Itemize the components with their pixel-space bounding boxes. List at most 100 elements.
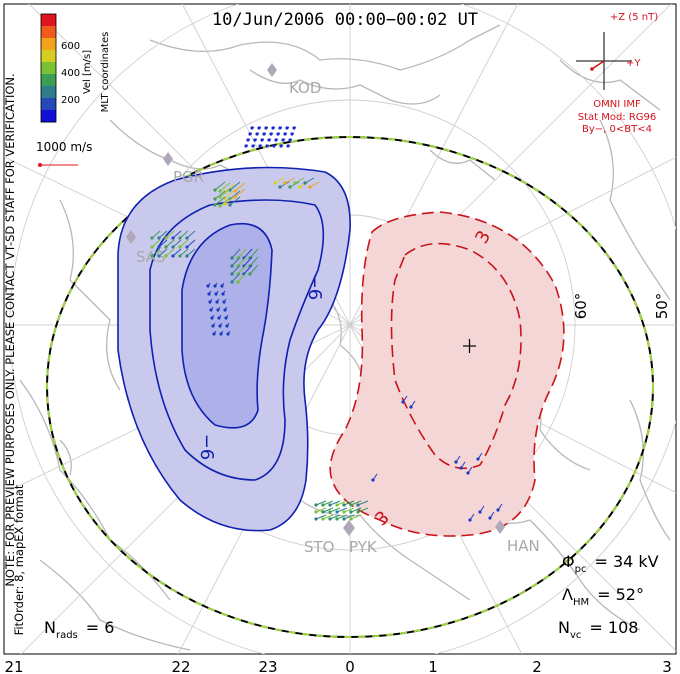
velocity-vector: [150, 239, 161, 249]
station-marker-han: [495, 520, 505, 534]
velocity-vector: [257, 126, 262, 130]
velocity-vector: [230, 264, 241, 276]
colorbar-segment: [41, 26, 56, 39]
station-label-kod: KOD: [289, 79, 321, 97]
velocity-vector: [217, 314, 222, 320]
velocity-vector: [207, 290, 212, 296]
imf-text: +Z (5 nT) +Y OMNI IMF Stat Mod: RG96 By−…: [578, 12, 658, 135]
velocity-vector: [248, 132, 253, 136]
velocity-vector: [328, 500, 341, 507]
map-title: 10/Jun/2006 00:00−00:02 UT: [212, 10, 478, 30]
station-marker-sto-pyk: [343, 520, 355, 536]
colorbar-segment: [41, 62, 56, 75]
velocity-vector: [214, 290, 219, 296]
velocity-vector: [466, 466, 473, 475]
velocity-vector: [476, 452, 483, 461]
velocity-vector: [459, 461, 466, 470]
station-marker-sas: [126, 230, 136, 244]
velocity-vector: [308, 181, 320, 189]
velocity-vector: [314, 507, 327, 514]
velocity-vector: [258, 144, 263, 148]
mlt-label-3: 3: [662, 658, 672, 674]
colorbar-segment: [41, 38, 56, 51]
velocity-vector: [321, 500, 334, 507]
mlt-label-2: 2: [532, 658, 542, 674]
velocity-vector: [209, 306, 214, 312]
velocity-vector: [253, 138, 258, 142]
station-marker-kod: [267, 63, 277, 77]
velocity-vector: [454, 455, 461, 464]
velocity-vector: [303, 177, 315, 185]
velocity-vector: [335, 507, 348, 514]
velocity-vector: [248, 264, 259, 276]
velocity-vector: [349, 514, 362, 521]
velocity-vector: [335, 500, 348, 507]
velocity-vector: [157, 239, 168, 249]
velocity-vector: [271, 126, 276, 130]
velocity-vector: [250, 126, 255, 130]
velocity-vector: [276, 132, 281, 136]
velocity-vector: [164, 230, 175, 240]
colorbar-title: Vel [m/s]: [82, 50, 93, 94]
velocity-vector: [281, 138, 286, 142]
potential-max-marker: [463, 339, 476, 353]
velocity-vector: [342, 500, 355, 507]
velocity-vector: [220, 282, 225, 288]
velocity-vector: [342, 507, 355, 514]
velocity-vector: [496, 503, 503, 512]
velocity-vector: [211, 322, 216, 328]
velocity-vector: [274, 138, 279, 142]
colorbar-segment: [41, 74, 56, 87]
velocity-vector: [244, 144, 249, 148]
velocity-vector: [251, 144, 256, 148]
velocity-vector: [218, 182, 231, 193]
station-label-pgr: PGR: [173, 168, 204, 186]
velocity-vector: [225, 322, 230, 328]
station-labels: KOD PGR SAS STO PYK HAN: [136, 79, 540, 556]
velocity-vector: [218, 188, 231, 199]
velocity-vector: [488, 511, 495, 520]
colorbar-outline: [40, 13, 57, 123]
coordinates-label: MLT coordinates: [100, 32, 111, 113]
velocity-vector: [260, 138, 265, 142]
velocity-vector: [278, 126, 283, 130]
velocity-vector: [269, 132, 274, 136]
velocity-vector: [213, 196, 226, 207]
velocity-vector: [213, 282, 218, 288]
colorbar-segment: [41, 98, 56, 111]
imf-model: Stat Mod: RG96: [578, 112, 657, 123]
positive-potential-cell: [329, 211, 565, 537]
velocity-vector: [246, 138, 251, 142]
map-statistics: Φpc = 34 kV ΛHM = 52° Nvc = 108 Nrads = 6: [44, 552, 659, 641]
velocity-vector: [267, 138, 272, 142]
mlt-axis-labels: 21 22 23 0 1 2 3: [4, 658, 671, 674]
velocity-vector: [185, 248, 196, 258]
velocity-vector: [321, 514, 334, 521]
velocity-vector: [224, 314, 229, 320]
velocity-vector: [218, 322, 223, 328]
velocity-vector: [314, 514, 327, 521]
velocity-vector: [349, 500, 362, 507]
velocity-vector: [314, 500, 327, 507]
velocity-vector: [265, 144, 270, 148]
mlt-label-0: 0: [345, 658, 355, 674]
velocity-vector: [218, 197, 231, 208]
velocity-vector: [213, 181, 226, 192]
velocity-vector: [226, 330, 231, 336]
velocity-vector: [230, 272, 241, 284]
velocity-vector: [335, 514, 348, 521]
hm-latitude: ΛHM = 52°: [562, 585, 644, 608]
mlt-label-23: 23: [258, 658, 277, 674]
velocity-vector: [401, 395, 408, 404]
velocity-vector: [171, 230, 182, 240]
negative-contour-label: −6: [304, 274, 325, 301]
colorbar-tick-200: 200: [61, 95, 80, 106]
velocity-vector: [273, 177, 285, 185]
station-marker-pgr: [163, 152, 173, 166]
velocity-vector: [468, 513, 475, 522]
velocity-vector: [262, 132, 267, 136]
velocity-vector: [206, 282, 211, 288]
fit-order-note: FitOrder: 8, mapEX format: [12, 484, 26, 635]
velocity-vector: [221, 290, 226, 296]
